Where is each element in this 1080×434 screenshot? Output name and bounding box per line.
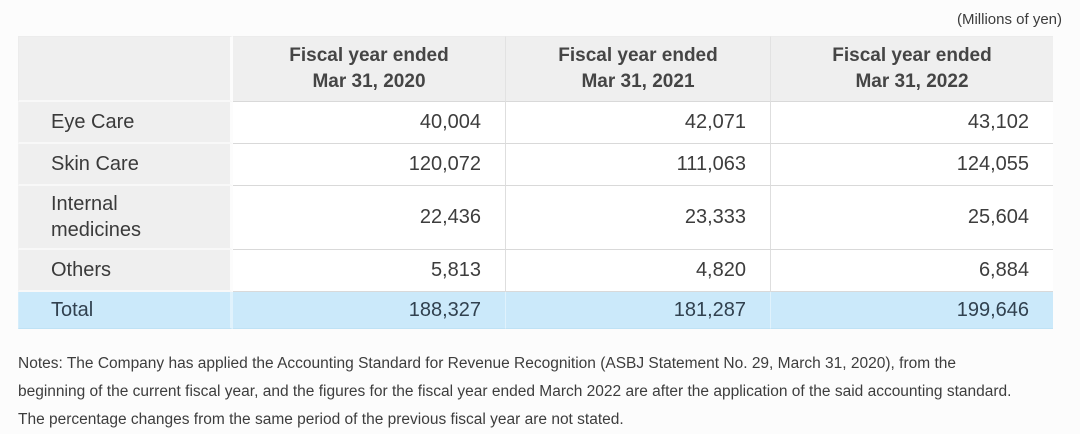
- column-header-fy2020: Fiscal year ended Mar 31, 2020: [233, 36, 506, 102]
- table-row-eye-care: Eye Care 40,004 42,071 43,102: [18, 102, 1053, 144]
- cell-value: 4,820: [506, 250, 771, 292]
- row-label: Internal medicines: [18, 186, 233, 250]
- header-line-2: Mar 31, 2022: [855, 71, 969, 92]
- notes-line-3: The percentage changes from the same per…: [18, 411, 624, 428]
- cell-value: 188,327: [233, 292, 506, 329]
- cell-value: 120,072: [233, 144, 506, 186]
- header-line-2: Mar 31, 2020: [312, 71, 426, 92]
- column-header-fy2022: Fiscal year ended Mar 31, 2022: [771, 36, 1053, 102]
- cell-value: 5,813: [233, 250, 506, 292]
- cell-value: 42,071: [506, 102, 771, 144]
- row-label: Total: [18, 292, 233, 329]
- row-label: Others: [18, 250, 233, 292]
- cell-value: 22,436: [233, 186, 506, 250]
- cell-value: 6,884: [771, 250, 1053, 292]
- header-line-2: Mar 31, 2021: [581, 71, 695, 92]
- cell-value: 23,333: [506, 186, 771, 250]
- table-row-others: Others 5,813 4,820 6,884: [18, 250, 1053, 292]
- notes-text: Notes: The Company has applied the Accou…: [18, 350, 1062, 434]
- notes-line-1: Notes: The Company has applied the Accou…: [18, 355, 956, 372]
- units-label: (Millions of yen): [956, 11, 1062, 28]
- column-header-fy2021: Fiscal year ended Mar 31, 2021: [506, 36, 771, 102]
- header-row: Fiscal year ended Mar 31, 2020 Fiscal ye…: [18, 36, 1053, 102]
- total-row: Total 188,327 181,287 199,646: [18, 292, 1053, 329]
- header-line-1: Fiscal year ended: [832, 45, 992, 67]
- cell-value: 25,604: [771, 186, 1053, 250]
- table-row-internal-medicines: Internal medicines 22,436 23,333 25,604: [18, 186, 1053, 250]
- cell-value: 199,646: [771, 292, 1053, 329]
- cell-value: 43,102: [771, 102, 1053, 144]
- row-label: Skin Care: [18, 144, 233, 186]
- cell-value: 111,063: [506, 144, 771, 186]
- table-row-skin-care: Skin Care 120,072 111,063 124,055: [18, 144, 1053, 186]
- corner-cell: [18, 36, 233, 102]
- row-label: Eye Care: [18, 102, 233, 144]
- header-line-1: Fiscal year ended: [558, 45, 718, 67]
- cell-value: 40,004: [233, 102, 506, 144]
- notes-line-2: beginning of the current fiscal year, an…: [18, 383, 1012, 400]
- segment-revenue-table: Fiscal year ended Mar 31, 2020 Fiscal ye…: [18, 36, 1053, 329]
- cell-value: 181,287: [506, 292, 771, 329]
- header-line-1: Fiscal year ended: [289, 45, 449, 67]
- cell-value: 124,055: [771, 144, 1053, 186]
